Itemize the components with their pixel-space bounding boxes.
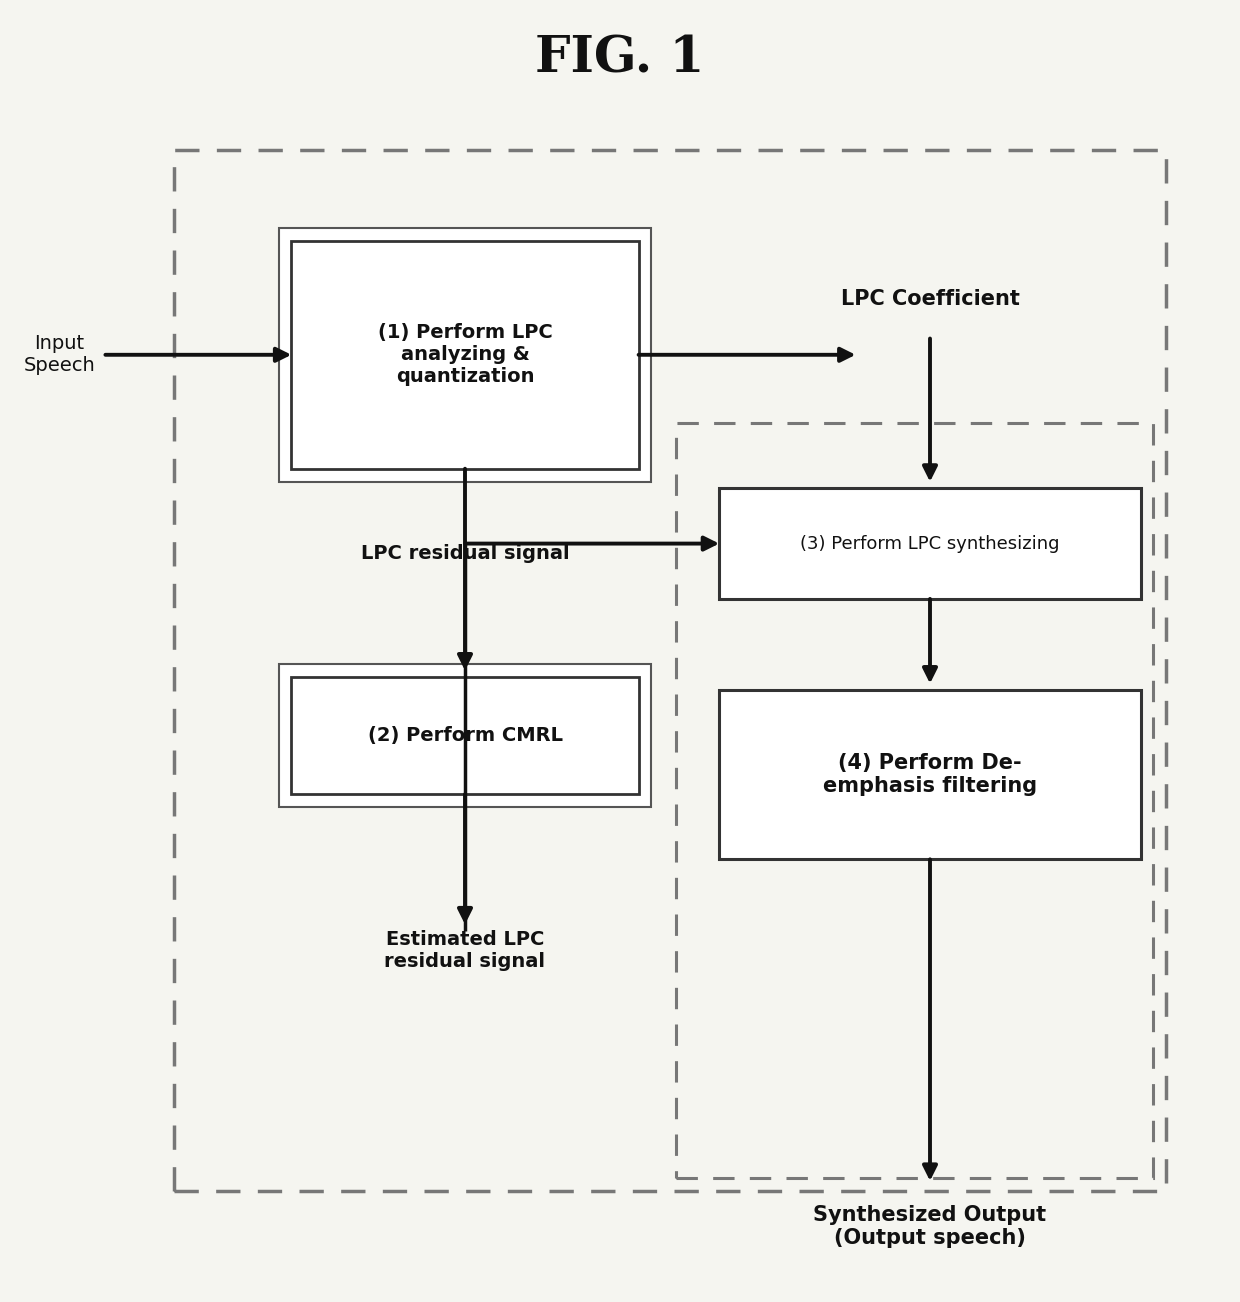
Bar [291, 677, 639, 794]
Text: (3) Perform LPC synthesizing: (3) Perform LPC synthesizing [800, 535, 1060, 552]
Bar [279, 664, 651, 807]
Text: LPC residual signal: LPC residual signal [361, 544, 569, 562]
Bar [719, 690, 1141, 859]
Text: FIG. 1: FIG. 1 [536, 34, 704, 83]
Text: (2) Perform CMRL: (2) Perform CMRL [367, 727, 563, 745]
Bar [279, 228, 651, 482]
Text: Estimated LPC
residual signal: Estimated LPC residual signal [384, 930, 546, 971]
Bar [174, 150, 1166, 1191]
Text: Synthesized Output
(Output speech): Synthesized Output (Output speech) [813, 1204, 1047, 1249]
Bar [676, 423, 1153, 1178]
Text: (1) Perform LPC
analyzing &
quantization: (1) Perform LPC analyzing & quantization [378, 323, 552, 387]
Text: (4) Perform De-
emphasis filtering: (4) Perform De- emphasis filtering [823, 753, 1037, 797]
Bar [291, 241, 639, 469]
Bar [719, 488, 1141, 599]
Text: Input
Speech: Input Speech [24, 333, 95, 375]
Text: LPC Coefficient: LPC Coefficient [841, 289, 1019, 310]
